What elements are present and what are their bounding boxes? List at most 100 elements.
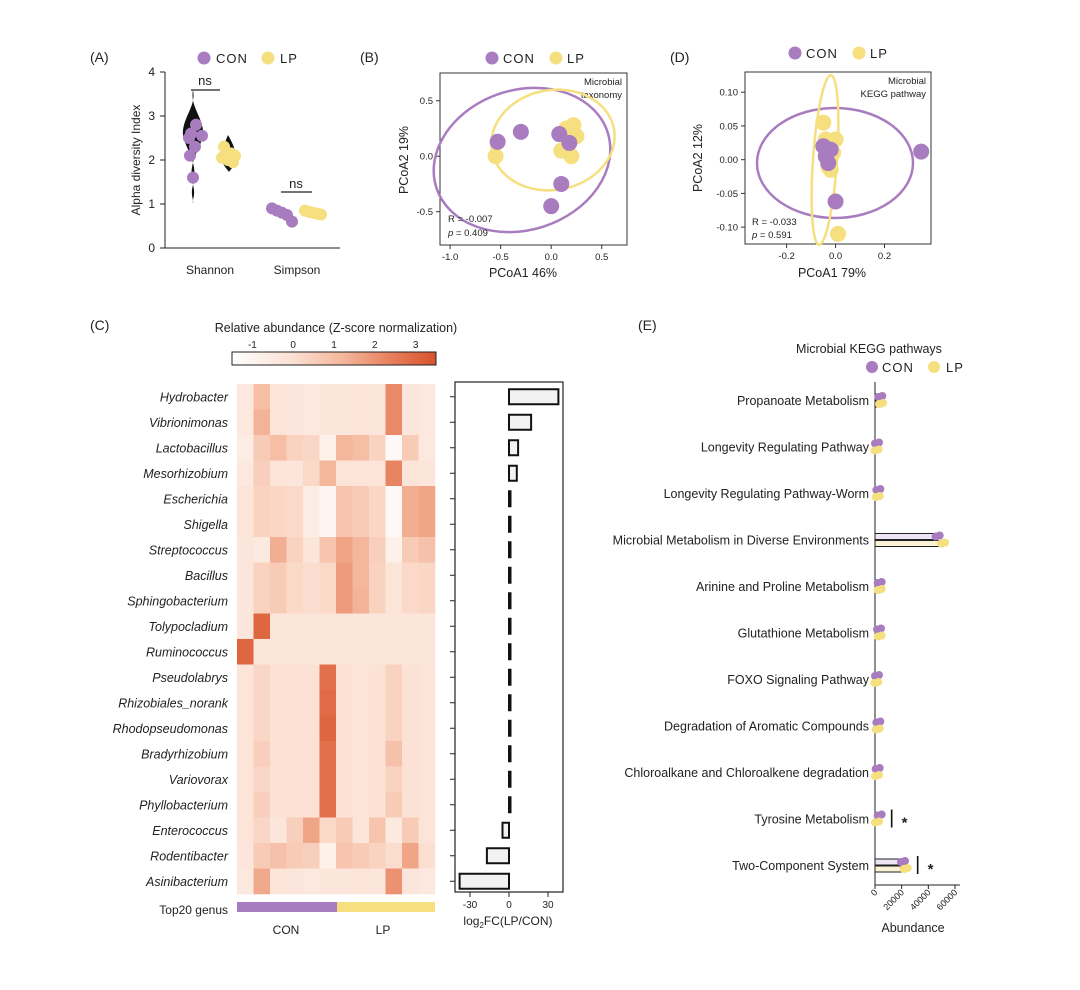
row-label: Pseudolabrys [152, 671, 228, 685]
foldchange-bar [508, 796, 512, 814]
heatmap-cell [369, 843, 386, 869]
heatmap-cell [336, 792, 353, 818]
heatmap-cell [303, 613, 320, 640]
heatmap-cell [336, 486, 353, 512]
heatmap-cell [253, 384, 271, 410]
heatmap-cell [253, 843, 271, 869]
x-tick-label: 30 [542, 900, 554, 911]
heatmap-cell [385, 639, 403, 665]
heatmap-cell [253, 664, 271, 691]
heatmap-cell [319, 664, 337, 691]
data-point-con [196, 129, 208, 142]
data-point-con [543, 198, 560, 215]
heatmap-cell [418, 435, 436, 461]
foldchange-bar [508, 770, 512, 788]
data-point-con [489, 133, 506, 150]
row-label: Rhizobiales_norank [118, 696, 229, 710]
heatmap-cell [369, 486, 386, 512]
heatmap-cell [237, 741, 254, 767]
heatmap-cell [303, 384, 320, 410]
heatmap-cell [319, 409, 337, 436]
category-label: Microbial Metabolism in Diverse Environm… [613, 534, 869, 548]
significance-label: * [902, 815, 908, 832]
heatmap-cell [385, 843, 403, 869]
heatmap-cell [369, 766, 386, 793]
stat-r: R = -0.033 [752, 217, 797, 228]
heatmap-cell [402, 792, 419, 818]
data-point-lp [877, 585, 886, 593]
heatmap-cell [253, 537, 271, 563]
data-point-lp [877, 631, 886, 640]
heatmap-cell [237, 511, 254, 538]
heatmap-cell [270, 460, 287, 487]
heatmap-cell [303, 639, 320, 665]
foldchange-bar [508, 464, 518, 482]
stat-r: R = -0.007 [448, 214, 493, 225]
x-axis-label-subscript: 2 [479, 921, 484, 930]
heatmap-cell [336, 537, 353, 563]
heatmap-cell [402, 384, 419, 410]
heatmap-cell [385, 817, 403, 844]
x-tick-label: -30 [463, 900, 478, 911]
heatmap-cell [402, 511, 419, 538]
heatmap-cell [402, 639, 419, 665]
heatmap-cell [418, 409, 436, 436]
legend-con-marker [485, 51, 499, 65]
heatmap-cell [237, 792, 254, 818]
heatmap-cell [418, 715, 436, 742]
foldchange-bar [458, 872, 511, 890]
foldchange-bar [508, 668, 512, 686]
heatmap-cell [270, 486, 287, 512]
heatmap-cell [303, 486, 320, 512]
legend-con-marker [866, 361, 878, 373]
heatmap-cell [286, 435, 304, 461]
row-label: Vibrionimonas [149, 416, 228, 430]
heatmap-cell [286, 792, 304, 818]
heatmap-cell [237, 384, 254, 410]
data-point-con [822, 141, 839, 158]
heatmap-cell [319, 792, 337, 818]
panel-a-label: (A) [90, 49, 109, 65]
heatmap-cell [402, 766, 419, 793]
row-label: Variovorax [169, 773, 229, 787]
heatmap-cell [303, 715, 320, 742]
heatmap-cell [237, 664, 254, 691]
heatmap-cell [369, 435, 386, 461]
data-point-con [286, 215, 298, 228]
heatmap-cell [336, 664, 353, 691]
foldchange-bar [508, 694, 512, 712]
heatmap-cell [253, 511, 271, 538]
heatmap-cell [402, 486, 419, 512]
heatmap-cell [319, 613, 337, 640]
data-point-con [561, 134, 578, 151]
heatmap-cell [303, 690, 320, 716]
row-label: Escherichia [163, 492, 228, 506]
x-axis-label-suffix: FC(LP/CON) [484, 914, 553, 928]
x-tick-label: 0.0 [829, 251, 842, 262]
heatmap-cell [286, 460, 304, 487]
y-tick-label: 3 [148, 109, 155, 123]
data-point-con [877, 578, 886, 586]
foldchange-bar [508, 490, 512, 508]
annotation-line-2: KEGG pathway [861, 89, 927, 100]
legend-con-label: CON [216, 51, 248, 66]
heatmap-cell [336, 715, 353, 742]
heatmap-cell [369, 562, 386, 589]
heatmap-cell [352, 792, 370, 818]
heatmap-cell [402, 460, 419, 487]
foldchange-bar [501, 821, 510, 839]
data-point-con [913, 143, 930, 160]
panel-b: (B) CON LP Microbial taxonomy -1.0 -0.5 0.… [360, 49, 628, 280]
data-point-con [935, 531, 944, 540]
heatmap-cell [319, 460, 337, 487]
row-label: Asinibacterium [145, 875, 228, 889]
heatmap-cell [336, 409, 353, 436]
foldchange-bar [508, 541, 512, 559]
heatmap-cell [369, 639, 386, 665]
heatmap-cell [253, 562, 271, 589]
heatmap-cell [303, 843, 320, 869]
heatmap-cell [237, 715, 254, 742]
heatmap-cell [369, 613, 386, 640]
data-point-con [878, 392, 887, 400]
data-point-lp [563, 148, 580, 165]
